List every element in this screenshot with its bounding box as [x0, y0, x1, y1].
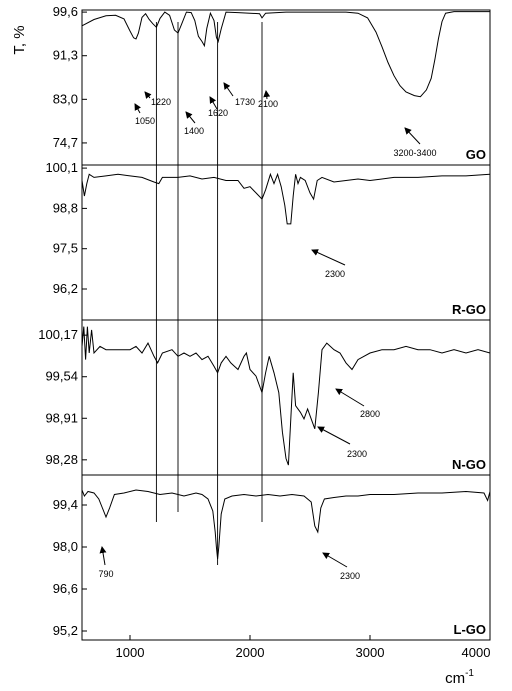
annotation-arrow	[404, 127, 421, 145]
annotation-arrow	[223, 82, 234, 97]
y-tick-label: 74,7	[53, 135, 78, 150]
y-tick-label: 98,8	[53, 200, 78, 215]
panel-n-go: 100,17 99,54 98,91 98,28 N-GO 2800 2300	[38, 319, 491, 476]
y-tick-label: 95,2	[53, 623, 78, 638]
annotation-label: 1400	[184, 126, 204, 136]
panel-frame	[81, 9, 491, 166]
vertical-guide-lines	[155, 22, 263, 565]
panel-label: N-GO	[452, 457, 486, 472]
panel-frame	[81, 474, 491, 641]
panel-r-go: 100,1 98,8 97,5 96,2 R-GO 2300	[45, 160, 491, 321]
panel-l-go: 99,4 98,0 96,6 95,2 L-GO 790 2300	[53, 474, 491, 641]
x-axis-label-exponent: -1	[465, 668, 474, 679]
annotation-label: 1730	[235, 97, 255, 107]
y-tick-label: 100,17	[38, 327, 78, 342]
annotation-arrow	[335, 388, 365, 407]
y-tick-label: 98,91	[45, 410, 78, 425]
y-tick-label: 98,28	[45, 452, 78, 467]
spectrum-line-r-go	[81, 172, 491, 225]
spectrum-line-n-go	[81, 326, 491, 466]
spectrum-line-go	[81, 11, 490, 98]
annotation-arrow	[311, 249, 346, 266]
annotation-label: 2100	[258, 99, 278, 109]
y-tick-label: 97,5	[53, 241, 78, 256]
y-tick-label: 83,0	[53, 91, 78, 106]
panel-label: R-GO	[452, 302, 486, 317]
annotation-label: 2300	[347, 449, 367, 459]
annotation-arrow	[322, 552, 348, 568]
annotation-label: 2300	[325, 269, 345, 279]
annotation-label: 1220	[151, 97, 171, 107]
y-tick-label: 96,6	[53, 581, 78, 596]
annotation-arrow	[317, 426, 351, 445]
panel-label: GO	[466, 147, 486, 162]
y-tick-label: 96,2	[53, 281, 78, 296]
y-tick-label: 99,4	[53, 497, 78, 512]
annotation-label: 2300	[340, 571, 360, 581]
panel-go: 99,691,383,074,7GO1050122014001620173021…	[53, 4, 491, 166]
spectra-panels: 99,691,383,074,7GO1050122014001620173021…	[38, 4, 491, 641]
y-tick-label: 98,0	[53, 539, 78, 554]
x-tick-label: 3000	[356, 645, 385, 660]
x-axis-label-unit: cm	[445, 670, 465, 687]
y-axis-label: T, %	[11, 25, 28, 54]
y-tick-label: 99,54	[45, 369, 78, 384]
annotation-label: 1050	[135, 116, 155, 126]
x-tick-label: 2000	[236, 645, 265, 660]
panel-frame	[81, 164, 491, 321]
y-tick-label: 91,3	[53, 48, 78, 63]
x-axis: 1000 2000 3000 4000	[116, 635, 491, 660]
x-tick-label: 4000	[462, 645, 491, 660]
annotation-arrow	[263, 90, 271, 100]
spectrum-line-l-go	[81, 489, 491, 560]
panel-label: L-GO	[454, 622, 487, 637]
annotation-arrow	[144, 91, 152, 99]
y-tick-label: 99,6	[53, 4, 78, 19]
annotation-arrow	[134, 103, 141, 114]
annotation-label: 3200-3400	[393, 148, 436, 158]
annotation-label: 2800	[360, 409, 380, 419]
y-tick-label: 100,1	[45, 160, 78, 175]
annotation-arrow	[99, 546, 107, 566]
annotation-arrow	[185, 111, 196, 124]
annotation-label: 790	[98, 569, 113, 579]
x-axis-label: cm-1	[445, 668, 474, 687]
x-tick-label: 1000	[116, 645, 145, 660]
panel-frame	[81, 319, 491, 476]
annotation-arrow	[209, 96, 218, 110]
